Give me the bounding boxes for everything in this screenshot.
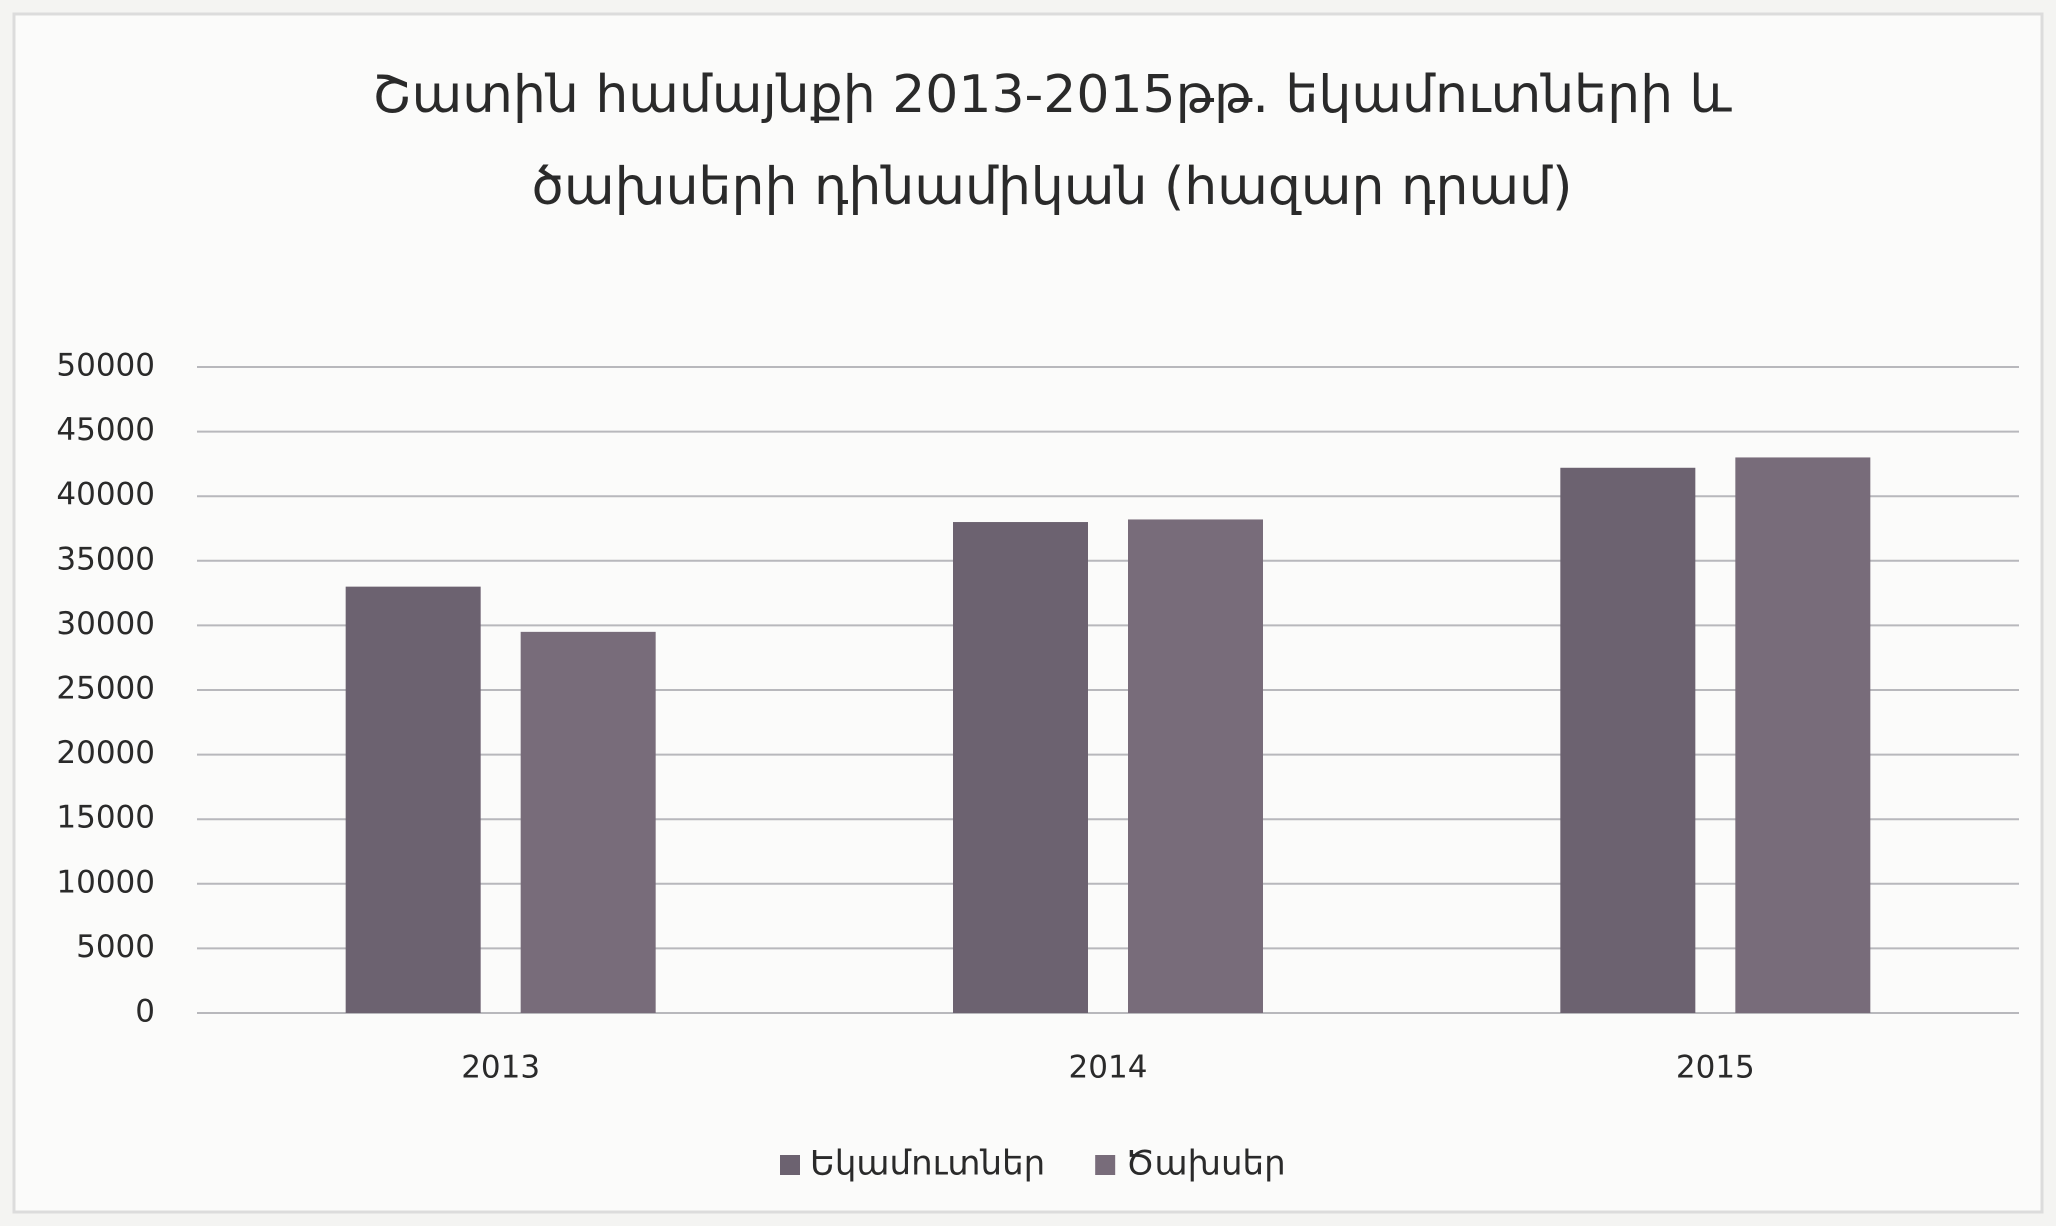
y-tick-label: 40000	[56, 477, 155, 513]
y-tick-label: 20000	[56, 735, 155, 771]
y-tick-label: 30000	[56, 606, 155, 642]
legend-label: Եկամուտներ	[810, 1144, 1045, 1184]
x-tick-label: 2013	[461, 1050, 540, 1086]
bar	[1560, 467, 1696, 1013]
chart-title: ծախսերի դինամիկան (հազար դրամ)	[532, 157, 1573, 217]
chart-title: Շատին համայնքի 2013-2015թթ. եկամուտների …	[372, 65, 1732, 125]
y-tick-label: 10000	[56, 864, 155, 900]
y-tick-label: 5000	[76, 929, 155, 965]
y-tick-label: 15000	[56, 800, 155, 836]
bar	[520, 631, 656, 1013]
x-tick-label: 2014	[1069, 1050, 1148, 1086]
y-tick-label: 25000	[56, 671, 155, 707]
bar	[953, 522, 1088, 1013]
legend-swatch	[1095, 1155, 1116, 1175]
bar	[1735, 457, 1871, 1013]
bar	[345, 586, 481, 1013]
legend-label: Ծախսեր	[1125, 1144, 1285, 1184]
legend-swatch	[780, 1155, 800, 1175]
bar	[1128, 519, 1263, 1013]
y-tick-label: 0	[135, 994, 155, 1030]
y-tick-label: 35000	[56, 541, 155, 577]
y-tick-label: 50000	[56, 348, 155, 384]
y-tick-label: 45000	[56, 412, 155, 448]
x-tick-label: 2015	[1676, 1050, 1755, 1086]
